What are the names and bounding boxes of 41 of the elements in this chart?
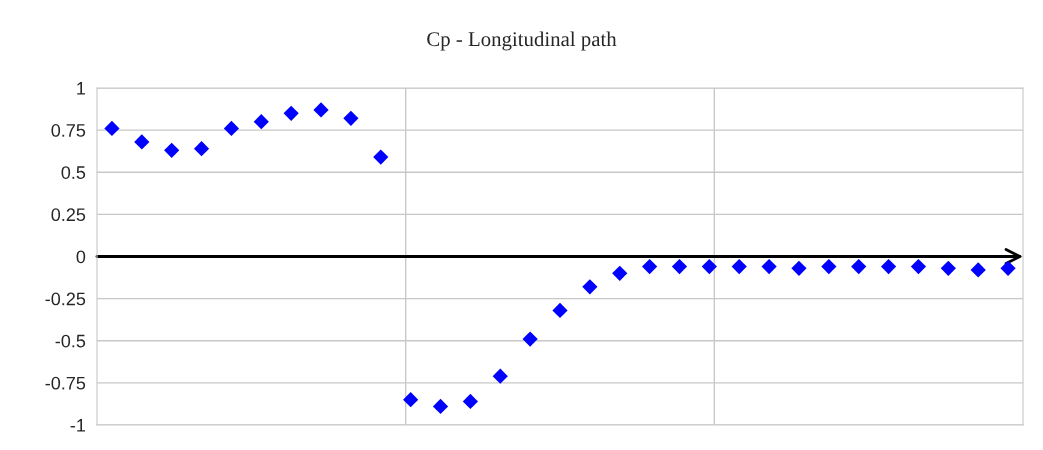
point xyxy=(403,392,419,408)
chart-title: Cp - Longitudinal path xyxy=(427,31,617,51)
y-tick-label: 1 xyxy=(77,82,86,95)
point xyxy=(283,105,299,121)
point xyxy=(582,279,598,295)
point xyxy=(1000,260,1016,276)
point xyxy=(223,120,240,137)
point xyxy=(373,149,389,165)
point xyxy=(791,260,807,276)
point xyxy=(821,259,837,275)
point xyxy=(164,142,180,158)
point xyxy=(970,262,986,278)
y-tick-label: 0.25 xyxy=(51,208,86,222)
point xyxy=(492,368,508,384)
point xyxy=(880,259,897,275)
point xyxy=(910,259,927,275)
point xyxy=(193,141,210,157)
y-tick-label: 0.5 xyxy=(61,166,86,179)
point xyxy=(731,259,747,275)
point xyxy=(671,259,688,275)
point xyxy=(940,260,956,276)
point xyxy=(642,259,658,275)
point xyxy=(253,114,269,130)
point xyxy=(343,110,359,126)
point xyxy=(851,259,867,275)
y-tick-label: -0.25 xyxy=(45,292,86,306)
y-tick-label: -0.5 xyxy=(55,334,86,348)
y-tick-label: -0.75 xyxy=(45,376,86,390)
y-tick-label: -1 xyxy=(70,419,86,432)
point xyxy=(104,120,120,137)
point xyxy=(134,134,150,150)
y-tick-label: 0 xyxy=(76,250,86,264)
point xyxy=(462,393,478,410)
point xyxy=(313,102,329,118)
point xyxy=(761,259,777,275)
point xyxy=(522,331,538,347)
point xyxy=(701,259,717,275)
point xyxy=(552,302,568,319)
y-tick-label: 0.75 xyxy=(51,124,86,137)
point xyxy=(432,398,449,415)
point xyxy=(612,265,628,281)
